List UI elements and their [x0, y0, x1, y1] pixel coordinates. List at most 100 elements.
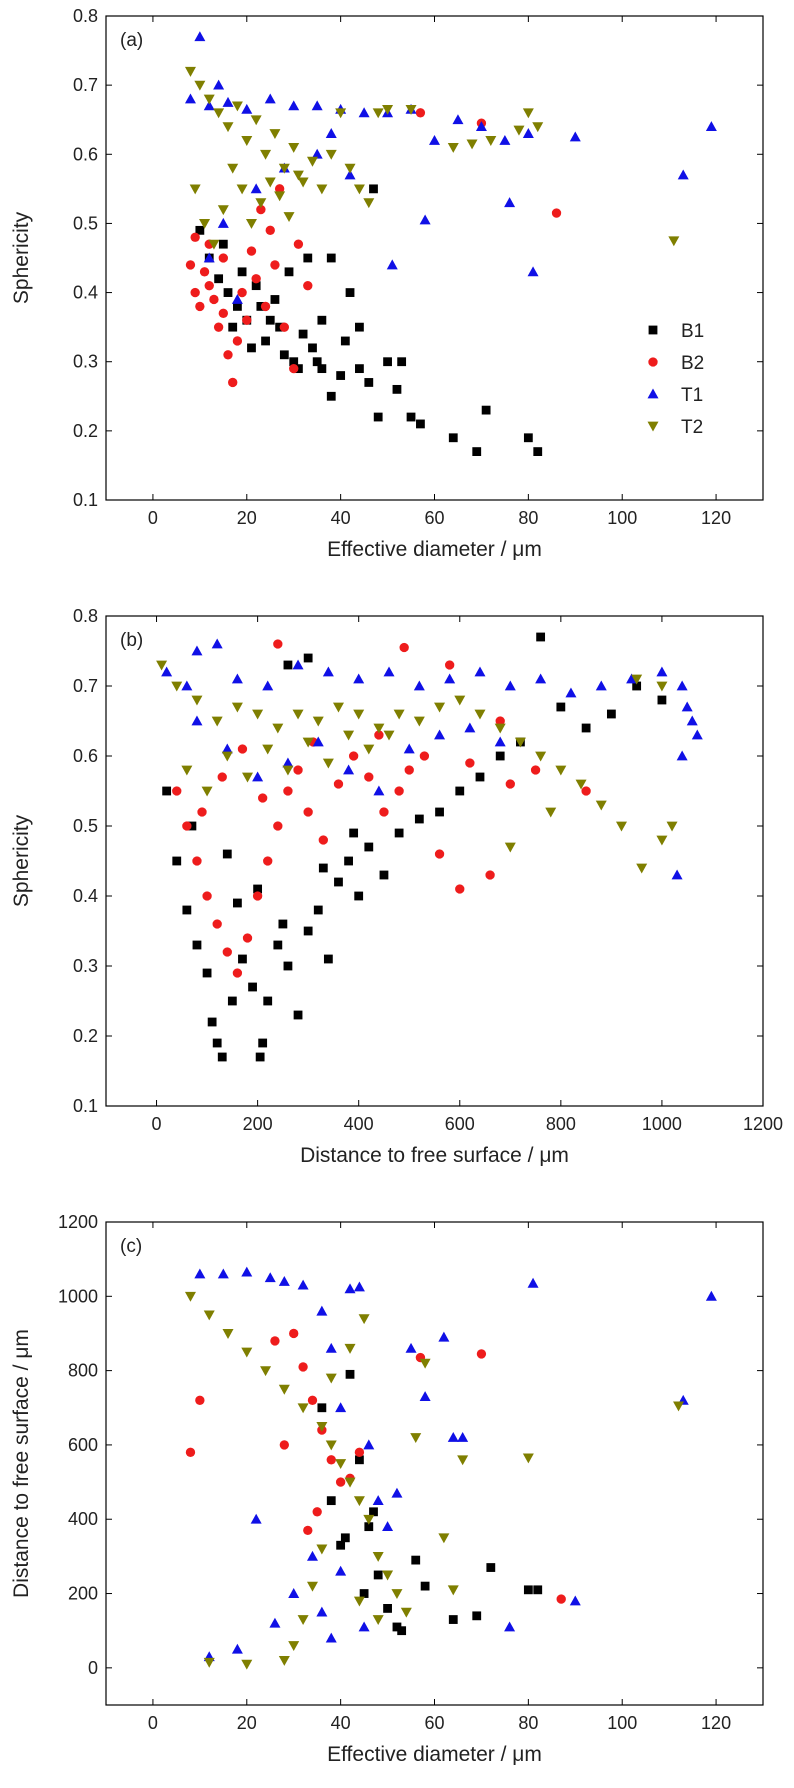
data-point-B1	[326, 391, 336, 401]
data-point-B1	[340, 1533, 350, 1543]
data-point-T2	[264, 177, 276, 188]
data-point-B1	[416, 419, 425, 429]
data-point-T1	[194, 31, 206, 42]
data-point-B1	[202, 968, 212, 978]
data-point-B1	[279, 350, 289, 360]
data-point-B2	[192, 856, 202, 866]
y-tick-label: 600	[68, 1435, 98, 1455]
data-point-B1	[317, 315, 327, 325]
legend-label-T2: T2	[681, 417, 703, 438]
x-tick-label: 0	[148, 508, 158, 528]
series-B1	[317, 1369, 543, 1636]
data-point-B2	[273, 821, 283, 831]
data-point-T2	[545, 807, 557, 818]
data-point-B2	[289, 1328, 299, 1339]
data-point-T2	[191, 695, 203, 706]
data-point-T2	[393, 709, 405, 720]
data-point-B2	[237, 287, 247, 298]
data-point-B2	[434, 849, 445, 859]
x-tick-label: 80	[518, 1713, 538, 1733]
data-point-B1	[283, 961, 293, 971]
data-point-B2	[505, 779, 515, 789]
series-T1	[184, 31, 717, 304]
data-point-T2	[335, 108, 347, 119]
data-point-B2	[399, 642, 409, 653]
data-point-B1	[278, 919, 288, 929]
plot-frame	[105, 1221, 764, 1706]
data-point-B2	[185, 260, 196, 270]
y-tick-label: 0.6	[73, 746, 98, 766]
data-point-B1	[298, 329, 308, 339]
data-point-B2	[279, 1440, 290, 1450]
data-point-B2	[307, 1395, 318, 1406]
data-point-T2	[203, 94, 215, 105]
series-T2	[184, 66, 680, 250]
data-point-T2	[242, 772, 254, 783]
data-point-T2	[274, 191, 286, 202]
y-tick-label: 0.1	[73, 490, 98, 510]
data-point-B1	[172, 856, 182, 866]
data-point-T2	[283, 212, 295, 223]
data-point-B2	[273, 639, 283, 649]
data-point-T2	[332, 702, 344, 713]
data-point-B1	[486, 1563, 496, 1572]
data-point-B1	[207, 1017, 217, 1027]
data-point-B1	[397, 357, 407, 367]
panel-label: (a)	[120, 30, 143, 51]
data-point-T1	[222, 96, 234, 107]
data-point-T1	[494, 736, 506, 747]
data-point-B1	[336, 1540, 346, 1550]
data-point-B2	[251, 274, 261, 284]
data-point-T2	[363, 198, 375, 209]
legend-marker-T2	[647, 421, 659, 432]
data-point-T1	[382, 1521, 394, 1532]
panel-label: (b)	[120, 630, 143, 651]
data-point-B2	[212, 919, 222, 929]
x-tick-label: 60	[424, 508, 444, 528]
data-point-B1	[420, 1581, 430, 1591]
points-layer	[156, 632, 703, 1062]
data-point-B1	[318, 863, 328, 873]
data-point-T2	[156, 660, 168, 671]
data-point-T1	[335, 1565, 347, 1576]
data-point-B2	[485, 870, 495, 880]
data-point-T1	[353, 1281, 365, 1292]
data-point-T1	[264, 93, 276, 104]
data-point-B1	[228, 322, 238, 332]
data-point-T2	[181, 765, 193, 776]
legend-label-B1: B1	[681, 321, 704, 342]
y-tick-label: 0.4	[73, 283, 98, 303]
data-point-T1	[419, 1391, 431, 1402]
data-point-T1	[447, 1431, 459, 1442]
y-tick-label: 400	[68, 1509, 98, 1529]
data-point-B1	[192, 940, 202, 950]
data-point-T2	[297, 1403, 309, 1414]
data-point-B1	[218, 239, 228, 249]
data-point-B1	[312, 357, 322, 367]
data-point-T2	[292, 170, 304, 181]
legend-label-T1: T1	[681, 385, 703, 406]
data-point-T2	[419, 1358, 431, 1369]
data-point-B2	[303, 807, 313, 817]
data-point-T2	[447, 1585, 459, 1596]
data-point-T2	[615, 821, 627, 832]
data-point-B1	[223, 288, 233, 297]
data-point-B1	[355, 322, 364, 332]
x-axis-title: Distance to free surface / μm	[300, 1144, 569, 1167]
data-point-T2	[316, 1421, 328, 1432]
data-point-T1	[217, 1268, 229, 1279]
data-point-T1	[269, 1617, 281, 1628]
data-point-B2	[199, 267, 210, 277]
data-point-B2	[190, 287, 200, 298]
data-point-B2	[333, 779, 344, 789]
data-point-T2	[288, 142, 300, 153]
points-layer	[184, 1266, 717, 1670]
data-point-B2	[364, 772, 374, 782]
data-point-B1	[536, 632, 546, 642]
data-point-B2	[218, 253, 228, 263]
data-point-T2	[306, 1581, 318, 1592]
data-point-T1	[353, 673, 365, 684]
plot-frame	[105, 615, 764, 1107]
data-point-B1	[303, 253, 313, 263]
data-point-T2	[217, 205, 229, 216]
